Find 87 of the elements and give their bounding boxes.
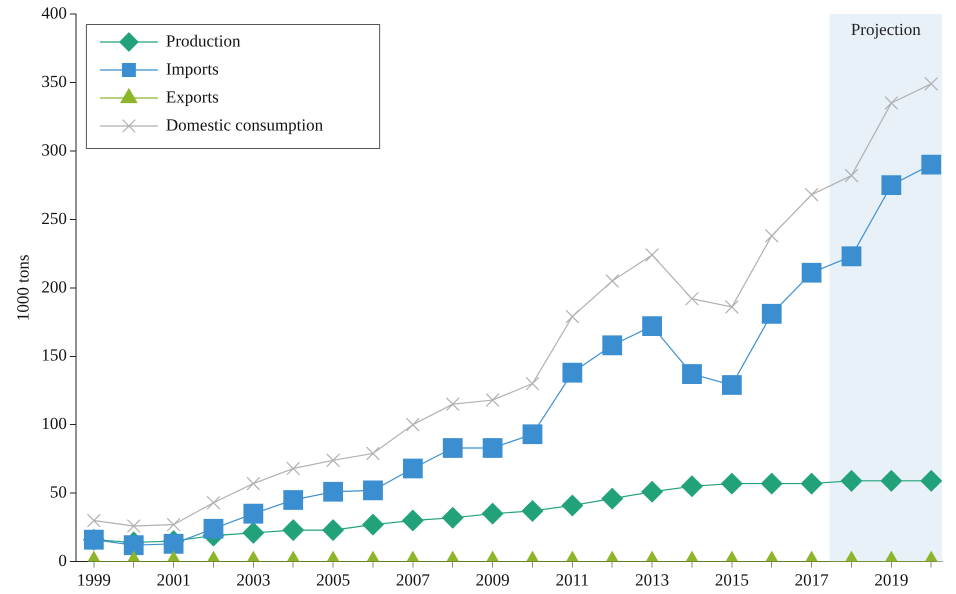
point: [642, 316, 662, 336]
y-tick-label: 350: [41, 72, 67, 91]
point: [920, 470, 942, 492]
y-tick-label: 300: [41, 140, 67, 160]
point: [362, 514, 384, 536]
x-tick-label: 2015: [714, 570, 749, 590]
x-tick-label: 2005: [316, 570, 350, 590]
point: [282, 519, 304, 542]
point: [722, 375, 742, 395]
point: [641, 480, 664, 503]
point: [724, 300, 739, 314]
point: [880, 470, 902, 492]
legend-label: Imports: [166, 59, 219, 78]
point: [286, 462, 300, 476]
point: [682, 364, 702, 384]
point: [363, 480, 383, 500]
point: [881, 175, 902, 196]
point: [406, 418, 420, 432]
point: [482, 438, 502, 458]
point: [366, 446, 380, 460]
x-tick-label: 2013: [635, 570, 670, 590]
point: [720, 472, 743, 495]
point: [561, 494, 584, 516]
point: [446, 397, 460, 412]
x-tick-label: 2007: [396, 570, 430, 590]
point: [522, 424, 542, 444]
point: [760, 472, 783, 495]
point: [442, 506, 464, 529]
legend-label: Production: [166, 31, 242, 50]
y-tick-label: 250: [41, 208, 67, 228]
legend-label: Exports: [166, 87, 219, 106]
x-tick-label: 2017: [794, 570, 830, 590]
point: [521, 500, 544, 522]
y-tick-label: 50: [50, 482, 67, 502]
point: [562, 362, 582, 383]
point: [645, 248, 660, 262]
point: [802, 262, 822, 283]
y-tick-label: 0: [58, 551, 67, 570]
point: [800, 472, 823, 495]
point: [402, 458, 423, 478]
point: [323, 482, 343, 502]
point: [124, 535, 144, 556]
x-tick-label: 2009: [476, 570, 510, 590]
point: [762, 304, 782, 324]
y-tick-label: 150: [41, 346, 67, 365]
point: [565, 310, 580, 324]
x-tick-label: 2003: [236, 570, 270, 590]
point: [605, 274, 620, 288]
x-tick-label: 2019: [874, 570, 908, 590]
point: [486, 393, 500, 408]
x-tick-label: 1999: [76, 570, 111, 590]
point: [322, 519, 344, 542]
point: [601, 488, 624, 510]
point: [204, 518, 224, 539]
point: [842, 246, 862, 266]
x-tick-label: 2001: [156, 570, 191, 590]
point: [804, 188, 819, 202]
point: [126, 519, 141, 533]
point: [840, 470, 862, 492]
legend-label: Domestic consumption: [166, 115, 324, 134]
point: [402, 510, 424, 532]
point: [482, 502, 504, 525]
point: [164, 534, 184, 554]
point: [283, 490, 304, 510]
point: [844, 168, 858, 183]
point: [884, 96, 898, 110]
point: [764, 228, 779, 243]
x-tick-label: 2011: [556, 570, 590, 590]
point: [206, 496, 220, 510]
point: [166, 518, 181, 532]
y-tick-label: 200: [41, 277, 67, 296]
point: [526, 376, 540, 391]
point: [246, 476, 260, 491]
y-axis-title: 1000 tons: [14, 254, 33, 322]
point: [242, 522, 264, 544]
point: [924, 76, 938, 91]
band-label: Projection: [850, 20, 922, 39]
y-tick-label: 100: [41, 414, 67, 434]
point: [680, 475, 703, 498]
y-tick-label: 400: [41, 3, 67, 22]
point: [326, 453, 340, 468]
point: [442, 438, 463, 458]
point: [602, 335, 622, 356]
point: [685, 292, 699, 306]
point: [86, 514, 101, 528]
point: [243, 504, 264, 524]
point: [921, 154, 942, 174]
